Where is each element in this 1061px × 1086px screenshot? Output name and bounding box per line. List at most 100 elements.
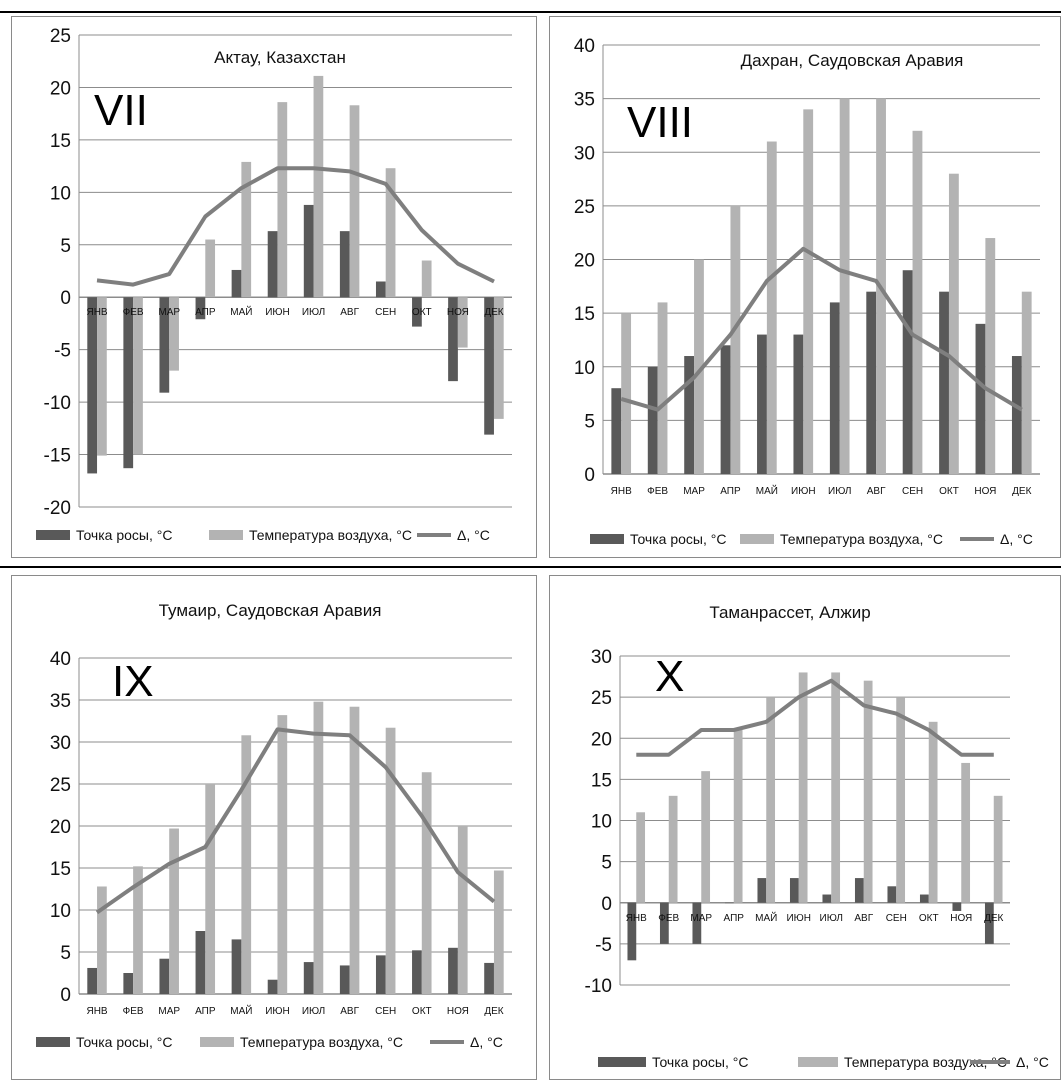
- x-tick-label: ЯНВ: [86, 1006, 107, 1017]
- x-tick-label: МАР: [158, 1006, 180, 1017]
- y-tick-label: 15: [574, 304, 595, 325]
- x-tick-label: НОЯ: [447, 1006, 469, 1017]
- legend-swatch-bar: [36, 1037, 70, 1047]
- legend-label: Температура воздуха, °C: [240, 1034, 403, 1050]
- legend-swatch-bar: [36, 530, 70, 540]
- bar-air-temperature: [766, 141, 777, 474]
- x-tick-label: ИЮЛ: [828, 486, 851, 497]
- legend-label: Точка росы, °C: [76, 1034, 172, 1050]
- line-delta: [95, 727, 496, 915]
- bar-air-temperature: [313, 701, 324, 994]
- y-tick-label: 0: [60, 288, 71, 309]
- bar-air-temperature: [948, 173, 959, 474]
- y-tick-label: 0: [60, 985, 71, 1006]
- bar-air-temperature: [205, 239, 216, 298]
- bar-air-temperature: [928, 721, 938, 903]
- x-tick-label: ДЕК: [1012, 486, 1031, 497]
- chart-title: Актау, Казахстан: [214, 48, 346, 67]
- bar-dew-point: [724, 902, 734, 904]
- x-tick-label: ОКТ: [412, 307, 432, 318]
- bar-air-temperature: [241, 161, 252, 298]
- bar-dew-point: [793, 334, 804, 474]
- x-tick-label: АПР: [720, 486, 741, 497]
- x-tick-label: АПР: [195, 1006, 216, 1017]
- x-tick-label: АПР: [195, 307, 216, 318]
- bar-air-temperature: [97, 886, 107, 994]
- line-delta: [96, 166, 495, 287]
- bar-air-temperature: [493, 870, 504, 994]
- x-tick-label: ИЮЛ: [302, 307, 325, 318]
- x-tick-label: СЕН: [375, 1006, 396, 1017]
- y-tick-label: 5: [601, 853, 612, 874]
- bar-dew-point: [627, 902, 637, 961]
- bar-air-temperature: [313, 75, 324, 298]
- bar-air-temperature: [993, 795, 1003, 903]
- legend-swatch-bar: [590, 534, 624, 544]
- y-tick-label: 25: [50, 26, 71, 47]
- x-tick-label: МАЙ: [756, 484, 778, 497]
- chart-panel-tumair: 0 5 10 15 20 25 30 35 40 ЯНВ ФЕВ МАР АПР МАЙ ИЮН ИЮЛ АВГ…: [11, 575, 537, 1080]
- y-tick-label: 30: [50, 733, 71, 754]
- bar-dew-point: [195, 297, 206, 320]
- y-tick-label: -20: [44, 498, 71, 519]
- bar-dew-point: [412, 950, 422, 994]
- x-tick-label: ИЮН: [265, 307, 290, 318]
- y-tick-label: -10: [585, 976, 612, 997]
- legend-swatch-bar: [798, 1057, 838, 1067]
- x-tick-label: СЕН: [902, 486, 923, 497]
- y-tick-label: 35: [50, 691, 71, 712]
- x-tick-label: НОЯ: [447, 307, 469, 318]
- bar-dew-point: [339, 231, 350, 298]
- x-tick-label: МАЙ: [230, 305, 252, 318]
- x-tick-label: ФЕВ: [123, 307, 144, 318]
- bar-air-temperature: [636, 812, 646, 903]
- bar-dew-point: [854, 878, 864, 903]
- x-tick-label: ИЮН: [786, 913, 811, 924]
- y-tick-label: -10: [44, 393, 71, 414]
- bar-dew-point: [123, 973, 134, 994]
- bar-dew-point: [231, 939, 242, 994]
- chart-title: Тумаир, Саудовская Аравия: [159, 601, 382, 620]
- bar-air-temperature: [97, 297, 107, 456]
- x-tick-label: ИЮЛ: [820, 913, 843, 924]
- bar-air-temperature: [733, 730, 743, 903]
- bar-dew-point: [647, 366, 658, 474]
- x-tick-label: ФЕВ: [647, 486, 668, 497]
- line-delta: [620, 246, 1023, 412]
- y-tick-label: 25: [574, 197, 595, 218]
- y-tick-label: 20: [574, 251, 595, 272]
- legend-label: Точка росы, °C: [630, 531, 726, 547]
- top-rule: [0, 11, 1061, 13]
- bar-air-temperature: [169, 297, 179, 371]
- y-tick-label: 0: [601, 894, 612, 915]
- y-tick-label: 10: [50, 901, 71, 922]
- bar-air-temperature: [277, 715, 288, 994]
- x-tick-label: АВГ: [340, 307, 359, 318]
- bar-air-temperature: [831, 672, 841, 903]
- bar-air-temperature: [863, 680, 873, 903]
- y-tick-label: 25: [50, 775, 71, 796]
- bar-dew-point: [159, 958, 170, 994]
- x-tick-label: АПР: [724, 913, 745, 924]
- x-tick-label: АВГ: [867, 486, 886, 497]
- legend-label: Δ, °C: [1016, 1054, 1049, 1070]
- x-tick-label: ОКТ: [939, 486, 959, 497]
- legend-label: Δ, °C: [470, 1034, 503, 1050]
- chart-title: Дахран, Саудовская Аравия: [741, 51, 964, 70]
- x-tick-label: ЯНВ: [611, 486, 632, 497]
- bar-dew-point: [303, 962, 314, 994]
- x-tick-label: НОЯ: [974, 486, 996, 497]
- bar-air-temperature: [385, 168, 396, 298]
- x-tick-label: МАЙ: [755, 911, 777, 924]
- legend-label: Δ, °C: [457, 527, 490, 543]
- bar-dew-point: [866, 291, 877, 474]
- y-tick-label: 20: [591, 729, 612, 750]
- line-delta: [636, 678, 994, 757]
- y-tick-label: 5: [584, 411, 595, 432]
- middle-rule: [0, 566, 1061, 568]
- bar-dew-point: [231, 269, 242, 298]
- bar-dew-point: [789, 878, 799, 903]
- x-tick-label: СЕН: [375, 307, 396, 318]
- y-tick-label: 10: [591, 812, 612, 833]
- y-tick-label: 20: [50, 817, 71, 838]
